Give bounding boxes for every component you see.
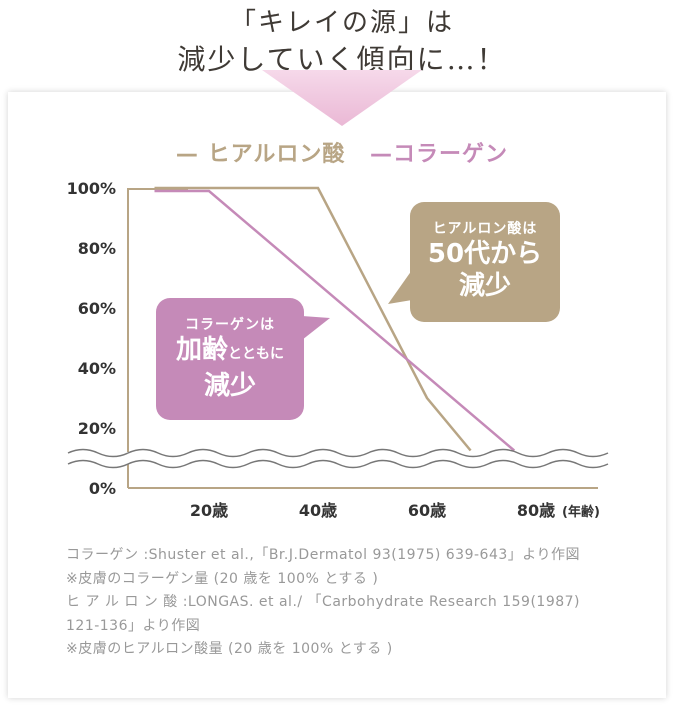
hyaluronic-callout-big2: 減少 [458, 271, 511, 301]
x-unit-label: (年齢) [562, 504, 600, 520]
note-line: ※皮膚のコラーゲン量 (20 歳を 100% とする ) [66, 570, 379, 587]
collagen-callout-small: コラーゲンは [185, 317, 275, 333]
chart-card [8, 92, 666, 698]
note-line: ※皮膚のヒアルロン酸量 (20 歳を 100% とする ) [66, 641, 393, 657]
collagen-callout-line1: 加齢とともに [156, 334, 304, 370]
note-line: 121-136」より作図 [66, 617, 201, 634]
down-arrow-icon [262, 70, 422, 126]
collagen-series-line [154, 189, 516, 452]
y-tick-label: 0% [89, 479, 116, 498]
y-tick-label: 20% [78, 419, 116, 438]
collagen-callout-tail [302, 316, 330, 340]
note-line: コラーゲン :Shuster et al.,「Br.J.Dermatol 93(… [66, 547, 580, 563]
y-tick-label: 80% [78, 239, 116, 258]
collagen-callout-mid: とともに [228, 346, 284, 362]
heading-line-1: 「キレイの源」は [229, 8, 454, 38]
legend: — ヒアルロン酸 —コラーゲン [0, 136, 684, 168]
legend-hyaluronic: — ヒアルロン酸 [175, 142, 346, 167]
y-tick-label: 40% [78, 359, 116, 378]
axis-break-wave-top [67, 448, 609, 458]
x-tick-label: 60歳 [408, 501, 446, 520]
hyaluronic-callout-small: ヒアルロン酸は [432, 221, 538, 237]
y-tick-label: 60% [78, 299, 116, 318]
legend-collagen: —コラーゲン [370, 142, 509, 167]
y-tick-label: 100% [67, 179, 116, 198]
collagen-callout-big1: 加齢 [175, 335, 228, 365]
axis-break [67, 448, 609, 469]
x-tick-label: 20歳 [190, 501, 228, 520]
hyaluronic-callout-big1: 50代から [427, 239, 543, 269]
collagen-callout-big2: 減少 [203, 371, 256, 401]
source-notes: コラーゲン :Shuster et al.,「Br.J.Dermatol 93(… [66, 544, 626, 662]
note-line: ヒ ア ル ロ ン 酸 :LONGAS. et al./ 「Carbohydra… [66, 594, 580, 610]
axis-break-wave-bottom [67, 459, 609, 469]
x-tick-label: 80歳 [517, 501, 555, 520]
x-tick-label: 40歳 [299, 501, 337, 520]
hyaluronic-series-line [154, 186, 472, 452]
hyaluronic-callout-tail [388, 270, 412, 304]
collagen-callout: コラーゲンは 加齢とともに 減少 [156, 298, 304, 420]
hyaluronic-callout: ヒアルロン酸は 50代から 減少 [410, 202, 560, 322]
